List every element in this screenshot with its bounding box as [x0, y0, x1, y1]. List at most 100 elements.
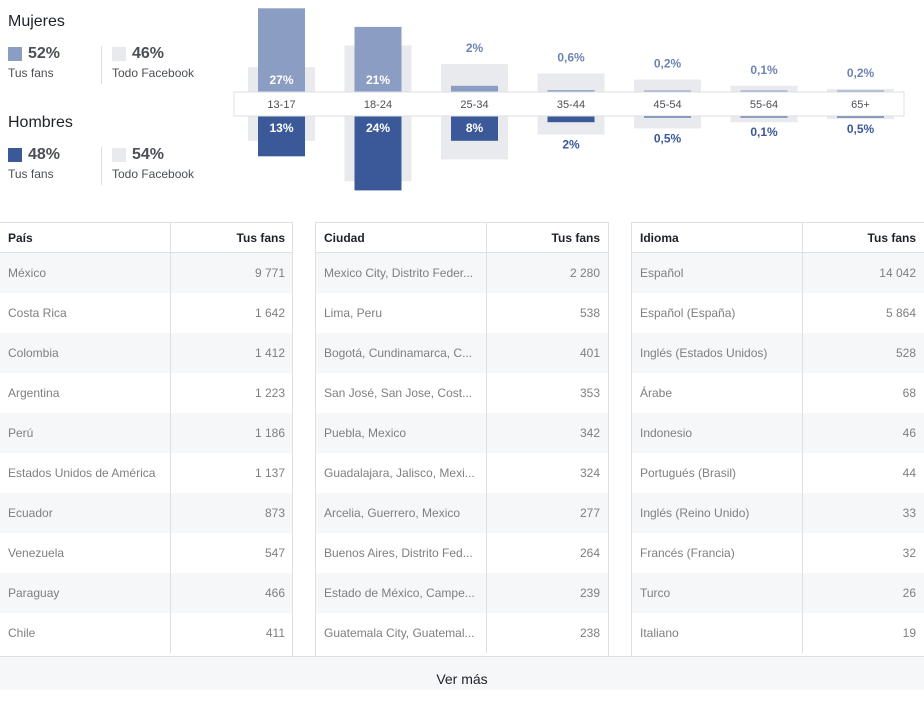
men-your-fans-pct: 48% — [28, 146, 61, 163]
country-fans-value: 1 223 — [169, 373, 293, 413]
city-fans-value: 324 — [485, 453, 608, 493]
women-data-label: 0,2% — [654, 57, 682, 71]
women-data-label: 0,1% — [750, 63, 778, 77]
facebook-swatch — [112, 148, 126, 162]
women-divider — [101, 46, 102, 84]
table-row: Lima, Peru 538 — [316, 293, 608, 333]
table-gap — [608, 222, 632, 656]
language-fans-value: 68 — [801, 373, 924, 413]
see-more-button[interactable]: Ver más — [0, 656, 924, 690]
women-title: Mujeres — [8, 13, 65, 30]
women-all-fb-label: Todo Facebook — [112, 66, 195, 80]
table-row: Estado de México, Campe... 239 — [316, 573, 608, 613]
table-row: Inglés (Estados Unidos) 528 — [632, 333, 924, 373]
men-swatch — [8, 148, 22, 162]
women-all-facebook: 46% Todo Facebook — [112, 44, 194, 80]
age-tick-label: 18-24 — [364, 99, 392, 111]
country-fans-value: 873 — [169, 493, 293, 533]
women-your-fans-label: Tus fans — [8, 66, 54, 80]
men-bar — [258, 116, 305, 157]
language-name: Inglés (Estados Unidos) — [632, 333, 802, 373]
men-data-label: 8% — [466, 121, 484, 135]
age-axis-band — [233, 91, 905, 117]
language-fans-value: 528 — [801, 333, 924, 373]
country-fans-value: 1 412 — [169, 333, 293, 373]
women-data-label: 2% — [466, 41, 484, 55]
country-table: País Tus fans México 9 771 Costa Rica 1 642… — [0, 222, 293, 653]
country-name: Ecuador — [0, 493, 170, 533]
language-fans-header: Tus fans — [801, 222, 924, 253]
city-name: San José, San Jose, Cost... — [316, 373, 486, 413]
table-row: Costa Rica 1 642 — [0, 293, 293, 333]
men-divider — [101, 147, 102, 185]
women-your-fans-pct: 52% — [28, 45, 61, 62]
facebook-men-bar — [730, 116, 798, 123]
city-fans-value: 238 — [485, 613, 608, 653]
women-bar — [740, 90, 788, 92]
men-data-label: 0,5% — [654, 131, 682, 145]
age-tick-label: 25-34 — [460, 99, 488, 111]
women-bar — [547, 90, 595, 92]
table-row: Ecuador 873 — [0, 493, 293, 533]
men-data-label: 0,1% — [750, 125, 778, 139]
country-fans-header: Tus fans — [169, 222, 293, 253]
facebook-women-bar — [730, 85, 798, 92]
city-fans-header: Tus fans — [485, 222, 608, 253]
men-data-label: 24% — [366, 121, 390, 135]
age-gender-chart: 27% 13% 21% 24% 2% 8% 0,6% 2% 0,2% 0,5% 0,1% 0,1% 0,… — [233, 8, 905, 191]
city-name: Arcelia, Guerrero, Mexico — [316, 493, 486, 533]
table-row: Colombia 1 412 — [0, 333, 293, 373]
table-row: Indonesio 46 — [632, 413, 924, 453]
table-row: Chile 411 — [0, 613, 293, 653]
table-row: Español (España) 5 864 — [632, 293, 924, 333]
table-row: Guatemala City, Guatemal... 238 — [316, 613, 608, 653]
country-fans-value: 9 771 — [169, 252, 293, 293]
city-fans-value: 277 — [485, 493, 608, 533]
language-name: Árabe — [632, 373, 802, 413]
table-row: Venezuela 547 — [0, 533, 293, 573]
city-table: Ciudad Tus fans Mexico City, Distrito Fe… — [316, 222, 608, 653]
country-name: Argentina — [0, 373, 170, 413]
language-header: Idioma — [632, 222, 802, 253]
city-name: Guadalajara, Jalisco, Mexi... — [316, 453, 486, 493]
women-bar — [837, 90, 884, 92]
country-name: Estados Unidos de América — [0, 453, 170, 493]
women-data-label: 0,6% — [557, 50, 585, 64]
table-row: Estados Unidos de América 1 137 — [0, 453, 293, 493]
language-fans-value: 32 — [801, 533, 924, 573]
table-row: Guadalajara, Jalisco, Mexi... 324 — [316, 453, 608, 493]
country-name: Colombia — [0, 333, 170, 373]
language-name: Portugués (Brasil) — [632, 453, 802, 493]
table-row: Puebla, Mexico 342 — [316, 413, 608, 453]
country-fans-value: 547 — [169, 533, 293, 573]
table-row: Portugués (Brasil) 44 — [632, 453, 924, 493]
age-tick-label: 65+ — [851, 99, 870, 111]
men-bar — [547, 116, 595, 123]
women-all-fb-pct: 46% — [132, 45, 165, 62]
country-fans-value: 466 — [169, 573, 293, 613]
language-fans-value: 5 864 — [801, 293, 924, 333]
language-fans-value: 19 — [801, 613, 924, 653]
city-fans-value: 538 — [485, 293, 608, 333]
country-name: México — [0, 252, 170, 293]
table-row: Español 14 042 — [632, 252, 924, 293]
country-header: País — [0, 222, 170, 253]
women-your-fans: 52% Tus fans — [8, 44, 60, 80]
women-data-label: 0,2% — [847, 66, 875, 80]
age-tick-label: 55-64 — [750, 99, 778, 111]
table-row: Paraguay 466 — [0, 573, 293, 613]
city-fans-value: 401 — [485, 333, 608, 373]
language-name: Español (España) — [632, 293, 802, 333]
city-name: Estado de México, Campe... — [316, 573, 486, 613]
table-row: Mexico City, Distrito Feder... 2 280 — [316, 252, 608, 293]
men-data-label: 2% — [562, 138, 580, 152]
city-name: Puebla, Mexico — [316, 413, 486, 453]
language-name: Indonesio — [632, 413, 802, 453]
table-row: Italiano 19 — [632, 613, 924, 653]
table-row: Turco 26 — [632, 573, 924, 613]
city-header: Ciudad — [316, 222, 486, 253]
country-name: Venezuela — [0, 533, 170, 573]
language-name: Francés (Francia) — [632, 533, 802, 573]
language-fans-value: 44 — [801, 453, 924, 493]
city-fans-value: 353 — [485, 373, 608, 413]
